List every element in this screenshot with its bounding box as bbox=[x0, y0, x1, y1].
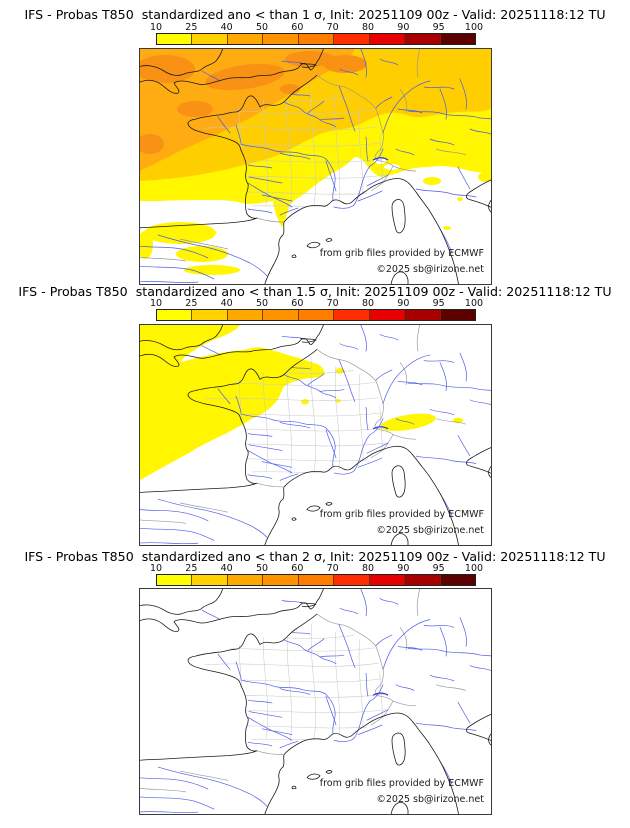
panel3-colorbar: 10 25 40 50 60 70 80 90 95 100 bbox=[149, 563, 484, 586]
colorbar-segment bbox=[192, 575, 228, 585]
colorbar-tick: 90 bbox=[397, 22, 410, 33]
panel1-copyright: ©2025 sb@irizone.net bbox=[376, 264, 484, 275]
colorbar-tick: 100 bbox=[464, 22, 484, 33]
colorbar-segment bbox=[369, 575, 406, 585]
colorbar-segment bbox=[298, 34, 335, 44]
colorbar-tick: 95 bbox=[432, 22, 445, 33]
colorbar-segment bbox=[440, 310, 475, 320]
colorbar-tick: 70 bbox=[326, 298, 339, 309]
panel2-map-svg bbox=[140, 325, 491, 545]
colorbar-segment bbox=[192, 310, 228, 320]
colorbar-tick: 25 bbox=[185, 563, 198, 574]
colorbar-segment bbox=[263, 34, 299, 44]
panel1-credit: from grib files provided by ECMWF bbox=[319, 248, 484, 259]
panel1-colorbar: 10 25 40 50 60 70 80 90 95 100 bbox=[149, 22, 484, 45]
colorbar-segment bbox=[157, 310, 193, 320]
colorbar-tick: 100 bbox=[464, 298, 484, 309]
colorbar-tick: 80 bbox=[361, 563, 375, 574]
panel1-map: from grib files provided by ECMWF ©2025 … bbox=[139, 48, 492, 285]
colorbar-tick: 10 bbox=[149, 298, 163, 309]
panel2-title: IFS - Probas T850 standardized ano < tha… bbox=[18, 284, 612, 299]
panel2-credit: from grib files provided by ECMWF bbox=[319, 509, 484, 520]
colorbar-segment bbox=[263, 575, 299, 585]
panel3-map-svg bbox=[140, 589, 491, 814]
colorbar-segment bbox=[334, 34, 370, 44]
colorbar-scale bbox=[156, 574, 476, 586]
panel2-copyright: ©2025 sb@irizone.net bbox=[376, 525, 484, 536]
colorbar-segment bbox=[192, 34, 228, 44]
colorbar-segment bbox=[263, 310, 299, 320]
colorbar-segment bbox=[334, 310, 370, 320]
colorbar-segment bbox=[334, 575, 370, 585]
colorbar-segment bbox=[405, 310, 441, 320]
colorbar-tick: 25 bbox=[185, 298, 198, 309]
panel1-title: IFS - Probas T850 standardized ano < tha… bbox=[24, 7, 606, 22]
colorbar-tick: 40 bbox=[220, 22, 233, 33]
colorbar-segment bbox=[298, 575, 335, 585]
colorbar-tick: 25 bbox=[185, 22, 198, 33]
colorbar-tick: 60 bbox=[291, 563, 304, 574]
colorbar-segment bbox=[369, 34, 406, 44]
panel3-credit: from grib files provided by ECMWF bbox=[319, 778, 484, 789]
panel1-map-svg bbox=[140, 49, 491, 284]
colorbar-segment bbox=[227, 575, 264, 585]
colorbar-tick: 10 bbox=[149, 22, 163, 33]
colorbar-tick: 50 bbox=[255, 298, 269, 309]
panel3-copyright: ©2025 sb@irizone.net bbox=[376, 794, 484, 805]
colorbar-tick: 10 bbox=[149, 563, 163, 574]
panel2-colorbar: 10 25 40 50 60 70 80 90 95 100 bbox=[149, 298, 484, 321]
colorbar-segment bbox=[369, 310, 406, 320]
colorbar-tick: 40 bbox=[220, 563, 233, 574]
colorbar-tick: 50 bbox=[255, 22, 269, 33]
panel3-map: from grib files provided by ECMWF ©2025 … bbox=[139, 588, 492, 815]
colorbar-tick: 80 bbox=[361, 22, 375, 33]
colorbar-tick: 80 bbox=[361, 298, 375, 309]
colorbar-tick: 70 bbox=[326, 22, 339, 33]
colorbar-segment bbox=[440, 34, 475, 44]
panel3-title: IFS - Probas T850 standardized ano < tha… bbox=[24, 549, 606, 564]
colorbar-segment bbox=[405, 34, 441, 44]
colorbar-tick: 90 bbox=[397, 298, 410, 309]
colorbar-segment bbox=[157, 575, 193, 585]
colorbar-segment bbox=[227, 310, 264, 320]
colorbar-scale bbox=[156, 309, 476, 321]
panel2-map: from grib files provided by ECMWF ©2025 … bbox=[139, 324, 492, 546]
colorbar-scale bbox=[156, 33, 476, 45]
colorbar-tick: 95 bbox=[432, 563, 445, 574]
colorbar-segment bbox=[440, 575, 475, 585]
colorbar-tick: 50 bbox=[255, 563, 269, 574]
colorbar-tick: 70 bbox=[326, 563, 339, 574]
colorbar-tick: 60 bbox=[291, 298, 304, 309]
colorbar-segment bbox=[227, 34, 264, 44]
colorbar-tick: 100 bbox=[464, 563, 484, 574]
colorbar-tick: 60 bbox=[291, 22, 304, 33]
colorbar-tick: 90 bbox=[397, 563, 410, 574]
colorbar-tick: 95 bbox=[432, 298, 445, 309]
colorbar-tick: 40 bbox=[220, 298, 233, 309]
colorbar-segment bbox=[405, 575, 441, 585]
colorbar-segment bbox=[298, 310, 335, 320]
colorbar-segment bbox=[157, 34, 193, 44]
